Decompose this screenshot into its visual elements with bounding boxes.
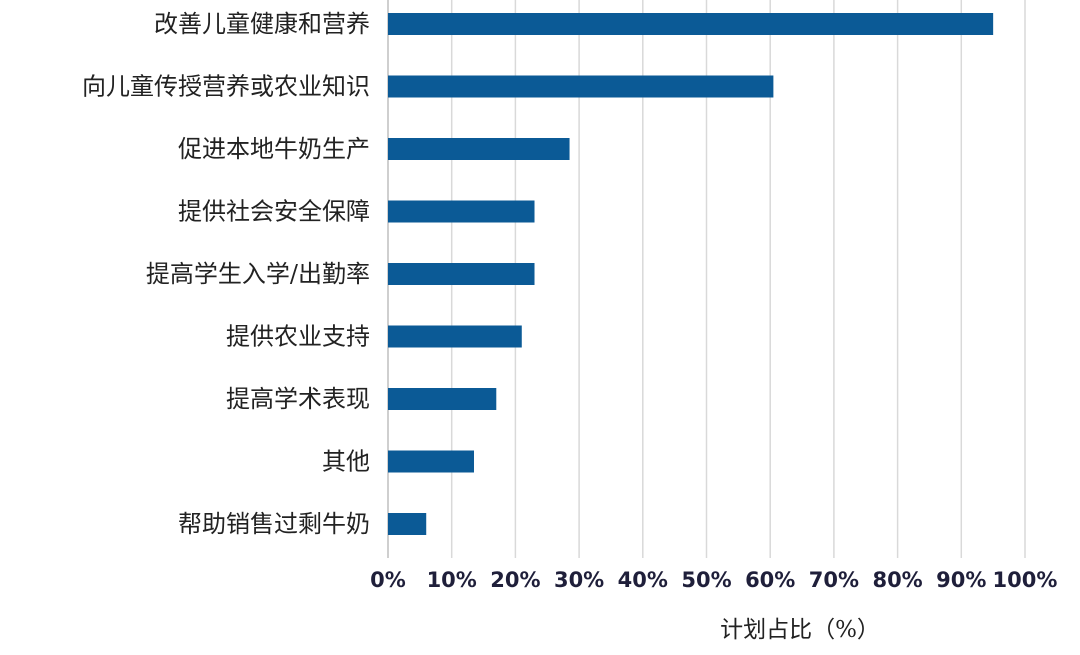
x-tick-label: 100% [993, 568, 1058, 592]
x-tick-label: 0% [370, 568, 406, 592]
category-label: 提供农业支持 [226, 323, 370, 351]
category-label: 提高学术表现 [226, 385, 370, 413]
x-tick-label: 10% [427, 568, 477, 592]
bar [388, 138, 570, 160]
x-tick-label: 80% [872, 568, 922, 592]
category-labels: 改善儿童健康和营养向儿童传授营养或农业知识促进本地牛奶生产提供社会安全保障提高学… [82, 10, 370, 538]
bar [388, 325, 522, 348]
bar [388, 388, 497, 410]
category-label: 向儿童传授营养或农业知识 [82, 73, 370, 101]
bars [388, 13, 994, 535]
bar [388, 263, 535, 285]
x-axis-title: 计划占比（%） [720, 617, 880, 643]
x-tick-label: 30% [554, 568, 604, 592]
x-tick-labels: 0% 10% 20% 30% 40% 50% 60% 70% 80% 90% 100% [370, 568, 1057, 592]
x-tick-label: 70% [809, 568, 859, 592]
bar [388, 513, 427, 535]
category-label: 其他 [322, 448, 370, 476]
bar [388, 13, 994, 35]
x-tick-label: 20% [490, 568, 540, 592]
bar [388, 450, 474, 473]
category-label: 改善儿童健康和营养 [154, 10, 370, 38]
x-tick-label: 60% [745, 568, 795, 592]
bar [388, 75, 774, 98]
category-label: 促进本地牛奶生产 [178, 135, 370, 163]
x-tick-label: 50% [681, 568, 731, 592]
category-label: 帮助销售过剩牛奶 [178, 510, 370, 538]
bar [388, 200, 535, 223]
x-tick-label: 40% [618, 568, 668, 592]
x-tick-label: 90% [936, 568, 986, 592]
category-label: 提供社会安全保障 [178, 198, 370, 226]
category-label: 提高学生入学/出勤率 [146, 260, 370, 288]
